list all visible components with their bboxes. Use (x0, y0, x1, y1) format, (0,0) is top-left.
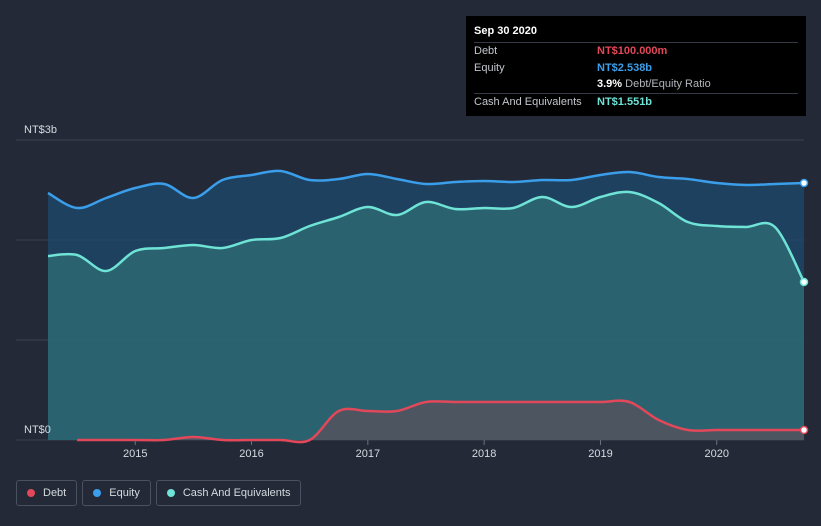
y-tick-label: NT$0 (24, 424, 51, 436)
tooltip-date: Sep 30 2020 (474, 25, 537, 37)
series-lines (47, 169, 806, 444)
legend: Debt Equity Cash And Equivalents (16, 480, 302, 506)
series-end-markers (799, 178, 809, 435)
tooltip-sub: Debt/Equity Ratio (625, 78, 711, 90)
tooltip-value: NT$100.000m (597, 45, 668, 57)
tooltip-row-ratio: 3.9% Debt/Equity Ratio (474, 76, 798, 93)
tooltip-value: NT$2.538b (597, 61, 653, 74)
legend-item-equity[interactable]: Equity (82, 480, 151, 506)
tooltip-value: 3.9% (597, 78, 623, 90)
tooltip-ratio: 3.9% Debt/Equity Ratio (597, 76, 711, 93)
series-areas (48, 170, 805, 443)
cash-and-equivalents-end-point (799, 277, 809, 287)
y-tick-label: NT$3b (24, 124, 57, 136)
legend-item-cash[interactable]: Cash And Equivalents (155, 480, 302, 506)
debt-line (77, 399, 804, 444)
equity-end-point (799, 178, 809, 188)
debt-area (77, 400, 805, 443)
x-tick-label: 2016 (239, 448, 263, 460)
tooltip-value: NT$1.551b (597, 95, 653, 108)
x-tick-label: 2019 (588, 448, 612, 460)
legend-label: Cash And Equivalents (182, 487, 291, 499)
legend-dot (166, 489, 175, 497)
tooltip-row-equity: Equity NT$2.538b (474, 60, 798, 77)
y-axis: NT$3b NT$0 (24, 124, 57, 436)
x-tick-label: 2017 (356, 448, 380, 460)
equity-line (47, 169, 805, 210)
tooltip-label: Cash And Equivalents (474, 95, 582, 108)
x-tick-label: 2020 (705, 448, 729, 460)
tooltip-row-debt: Debt NT$100.000m (474, 42, 798, 60)
debt-end-point (799, 425, 809, 435)
x-tick-label: 2015 (123, 448, 147, 460)
x-tick-label: 2018 (472, 448, 496, 460)
cash-and-equivalents-area (48, 191, 804, 440)
tooltip: Sep 30 2020 Debt NT$100.000m Equity NT$2… (466, 16, 806, 116)
cash-and-equivalents-line (47, 190, 806, 283)
tooltip-label: Debt (474, 45, 498, 57)
x-axis: 2015 2016 2017 2018 2019 2020 (123, 440, 729, 460)
legend-dot (27, 489, 35, 497)
tooltip-label (474, 76, 597, 93)
tooltip-row-cash: Cash And Equivalents NT$1.551b (474, 92, 798, 111)
legend-dot (93, 489, 102, 497)
legend-label: Debt (43, 487, 67, 499)
legend-label: Equity (109, 487, 140, 499)
tooltip-label: Equity (474, 61, 505, 74)
legend-item-debt[interactable]: Debt (16, 480, 78, 506)
